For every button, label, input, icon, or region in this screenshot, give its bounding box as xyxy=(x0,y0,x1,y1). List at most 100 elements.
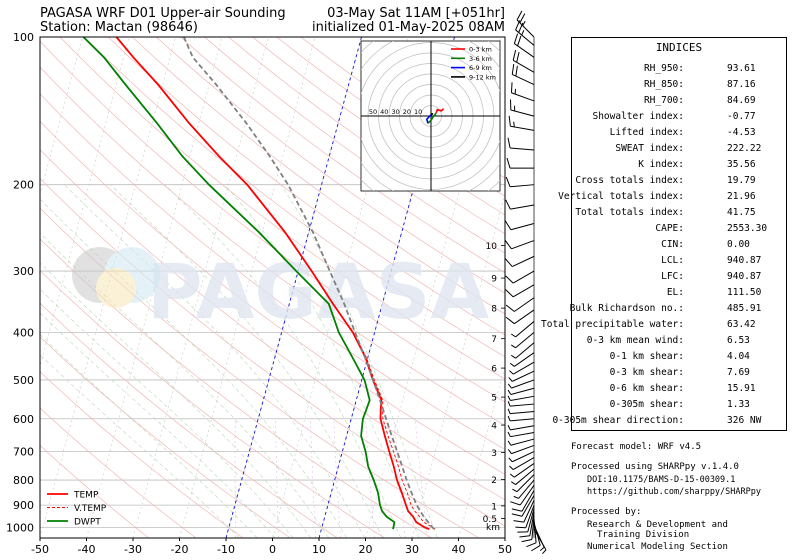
barb-staff xyxy=(512,255,535,267)
pressure-tick-label: 500 xyxy=(13,374,34,387)
hodo-trace xyxy=(427,112,437,124)
dry-adiabat xyxy=(40,120,505,475)
wind-barb xyxy=(512,49,535,73)
barb-staff xyxy=(514,297,535,312)
isotherm-line xyxy=(458,364,505,538)
moist-adiabat xyxy=(40,288,294,538)
index-row: RH_700: 84.69 xyxy=(572,95,786,111)
wind-barb xyxy=(511,63,535,85)
barb-half-flag xyxy=(507,440,512,446)
index-value: -0.77 xyxy=(727,111,756,122)
wind-barb xyxy=(526,518,537,548)
barb-flag xyxy=(517,35,522,46)
dry-adiabat xyxy=(204,37,505,254)
barb-staff xyxy=(510,204,535,210)
index-row: 0-3 km mean wind: 6.53 xyxy=(572,335,786,351)
pressure-tick-label: 400 xyxy=(13,326,34,339)
temperature-tick-label: 10 xyxy=(312,543,326,556)
index-row: Lifted index: -4.53 xyxy=(572,127,786,143)
wind-barb xyxy=(517,508,535,533)
wind-barb xyxy=(509,463,535,478)
barb-half-flag xyxy=(507,425,511,431)
dry-adiabat xyxy=(40,149,505,501)
wind-barb xyxy=(508,370,535,382)
hodo-legend-label: 3-6 km xyxy=(469,55,492,63)
index-value: 7.69 xyxy=(727,367,750,378)
index-row: 0-305m shear direction: 326 NW xyxy=(552,415,786,431)
index-label: Cross totals index: xyxy=(575,175,684,186)
height-tick-label: 8 xyxy=(491,305,497,315)
barb-staff xyxy=(510,403,535,407)
dry-adiabat xyxy=(40,270,385,538)
wind-barb xyxy=(508,115,535,131)
height-tick-label: 9 xyxy=(491,275,497,285)
hodo-ring-label: 20 xyxy=(403,108,411,116)
barb-half-flag xyxy=(508,457,513,463)
barb-staff xyxy=(533,518,537,543)
wind-barb xyxy=(511,495,535,517)
index-label: LCL: xyxy=(661,255,684,266)
dry-adiabat xyxy=(132,37,505,315)
barb-flag xyxy=(505,316,515,325)
barb-staff xyxy=(519,485,535,506)
index-row: 0-305m shear: 1.33 xyxy=(572,399,786,415)
barb-staff xyxy=(523,500,535,523)
barb-flag xyxy=(510,501,521,506)
pressure-tick-label: 300 xyxy=(13,265,34,278)
barb-half-flag xyxy=(539,546,545,552)
processed-by: Processed by: xyxy=(571,507,642,517)
height-tick-label: 0.5 xyxy=(483,515,497,525)
legend-label: V.TEMP xyxy=(74,504,107,514)
valid-time: 03-May Sat 11AM [+051hr] xyxy=(327,6,505,21)
barb-flag xyxy=(521,538,533,543)
index-row: Bulk Richardson no.: 485.91 xyxy=(570,303,786,319)
isotherm-line xyxy=(272,37,409,538)
index-label: RH_850: xyxy=(643,79,684,90)
moist-adiabat xyxy=(40,312,276,538)
barb-staff xyxy=(518,479,535,499)
index-label: 0-6 km shear: xyxy=(609,383,684,394)
barb-staff xyxy=(514,463,535,478)
barb-flag xyxy=(505,304,515,312)
dry-adiabat xyxy=(40,371,244,538)
barb-staff xyxy=(510,184,535,188)
wind-barb xyxy=(506,157,534,169)
barb-flag xyxy=(513,520,524,523)
wind-barb xyxy=(507,431,535,438)
index-row: 0-6 km shear: 15.91 xyxy=(572,383,786,399)
index-value: 4.04 xyxy=(727,351,750,362)
index-label: RH_950: xyxy=(643,63,684,74)
dry-adiabat xyxy=(40,66,505,426)
index-value: 0.00 xyxy=(727,239,750,250)
index-row: K index: 35.56 xyxy=(572,159,786,175)
station-label: Station: Mactan (98646) xyxy=(40,20,198,35)
wind-barb xyxy=(505,199,535,210)
barb-flag xyxy=(516,51,520,63)
barb-staff xyxy=(511,444,535,455)
wind-barb xyxy=(519,512,535,538)
hodo-ring-label: 50 xyxy=(369,108,377,116)
index-value: 2553.30 xyxy=(727,223,768,234)
index-label: 0-305m shear direction: xyxy=(552,415,684,426)
wind-barb xyxy=(507,425,535,431)
dry-adiabat xyxy=(40,93,505,450)
barb-flag xyxy=(505,199,511,210)
dry-adiabat xyxy=(83,37,505,358)
barb-staff xyxy=(515,29,535,46)
barb-flag xyxy=(519,535,530,538)
barb-flag xyxy=(513,33,519,44)
index-value: 940.87 xyxy=(727,255,762,266)
height-tick-label: 5 xyxy=(491,394,497,404)
barb-staff xyxy=(512,457,535,471)
moist-adiabat xyxy=(110,184,383,538)
index-label: Total totals index: xyxy=(575,207,684,218)
moist-adiabat xyxy=(40,232,330,538)
section-name: Numerical Modeling Section xyxy=(587,542,728,552)
barb-half-flag xyxy=(507,408,511,414)
index-label: Vertical totals index: xyxy=(558,191,684,202)
index-value: 6.53 xyxy=(727,335,750,346)
series-line-parcel xyxy=(183,37,435,530)
hodograph-rings xyxy=(361,41,500,191)
wind-barb xyxy=(513,500,535,523)
